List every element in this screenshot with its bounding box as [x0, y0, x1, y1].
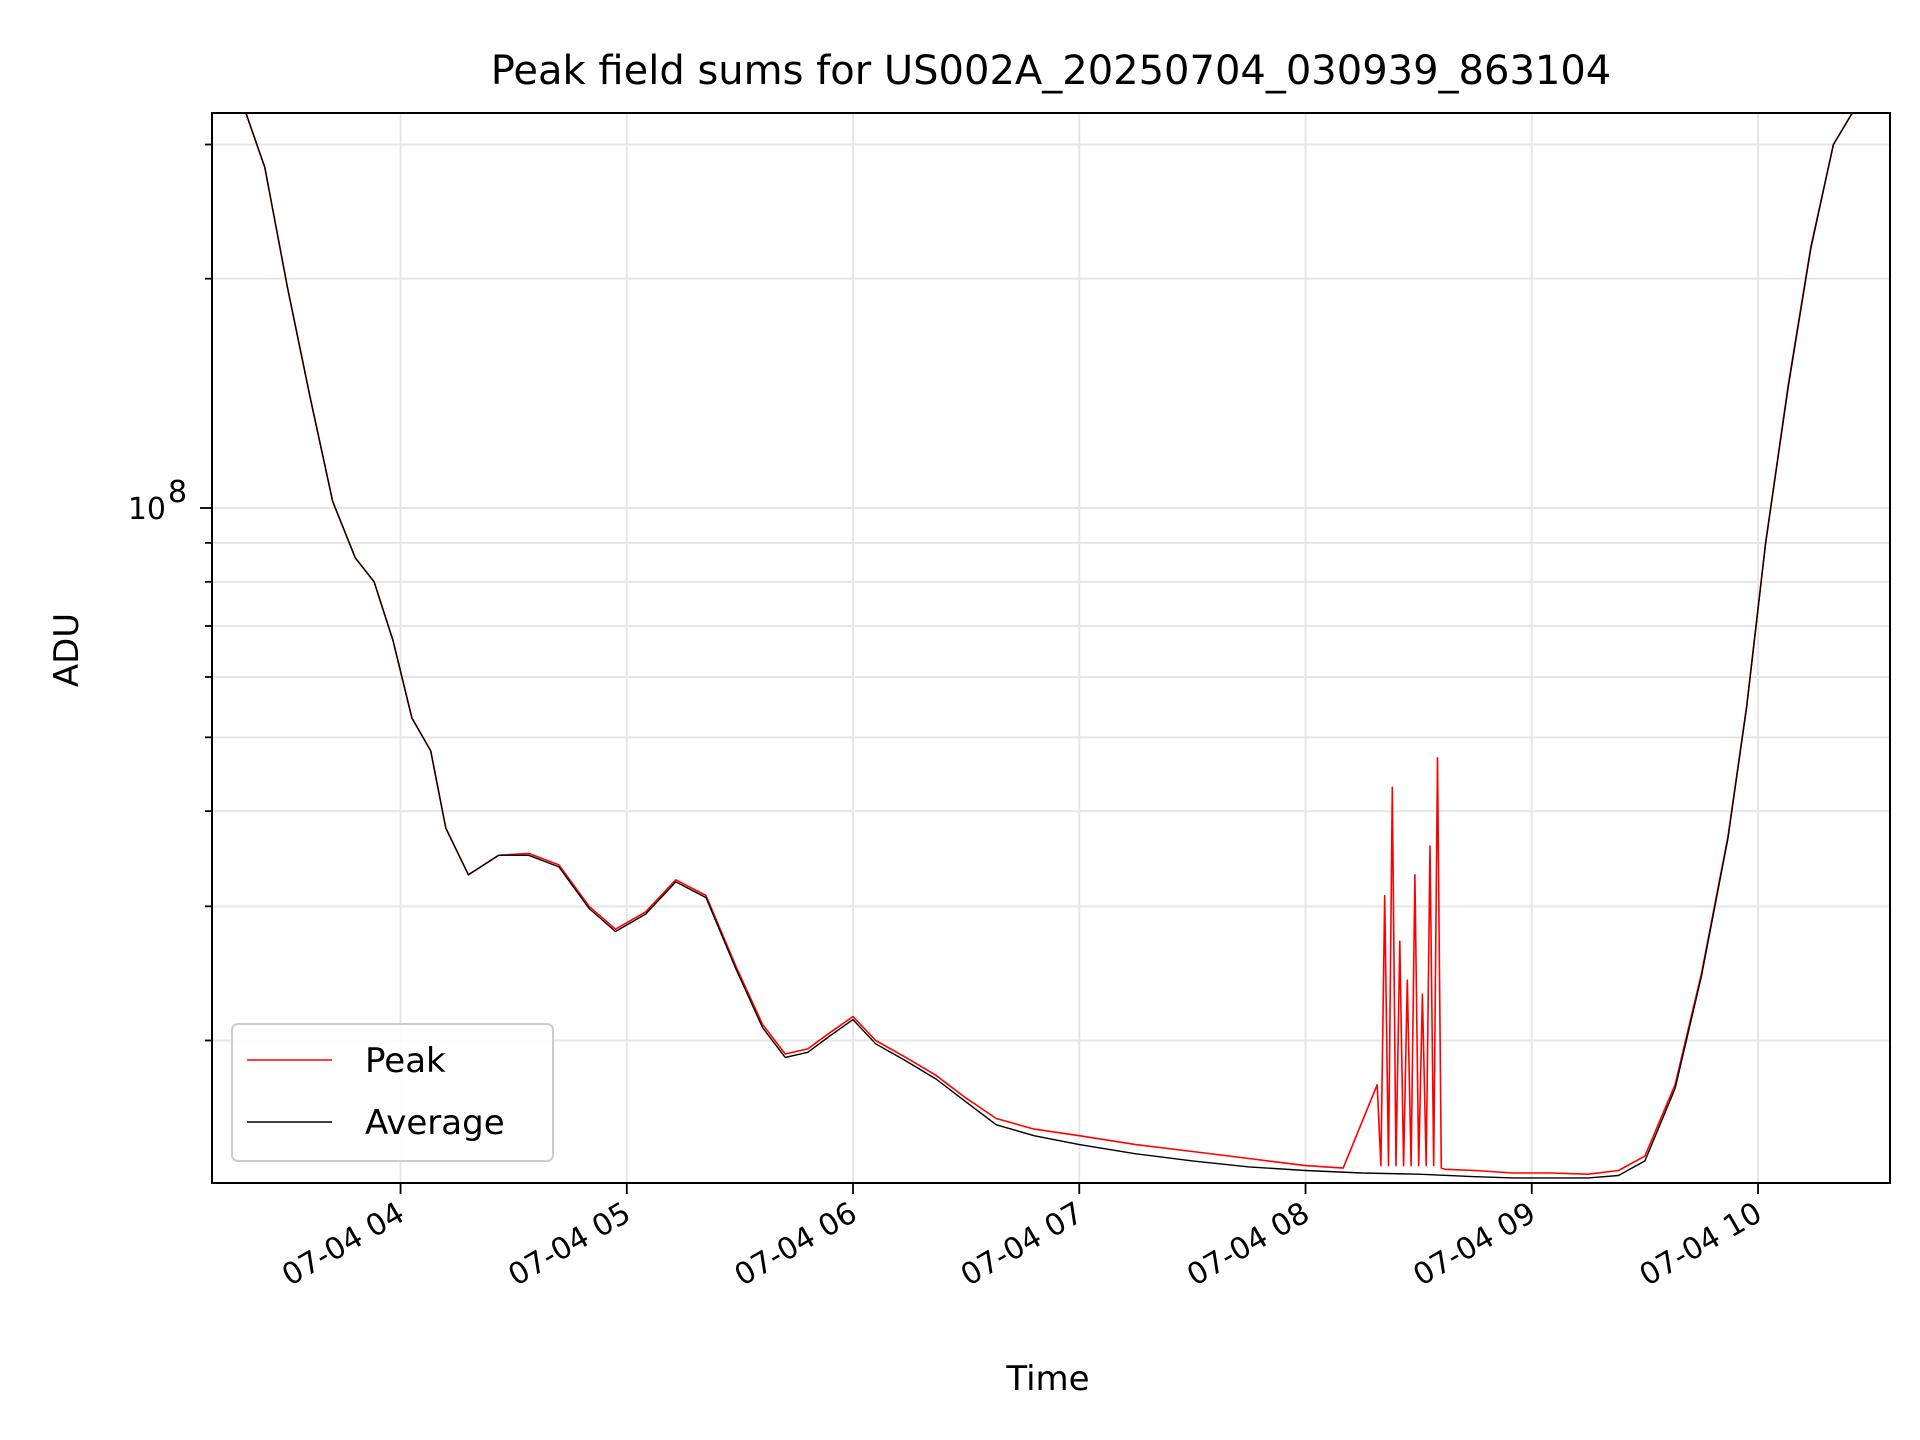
y-tick-label-base: 10: [128, 492, 166, 527]
plot-frame: [211, 112, 1891, 1184]
legend: Peak Average: [231, 1023, 554, 1162]
grid: [212, 113, 1890, 1183]
y-axis-label: ADU: [47, 613, 87, 687]
y-tick-label-exponent: 8: [168, 475, 187, 510]
plot-series: [245, 113, 1853, 1179]
x-axis-label: Time: [1005, 1359, 1089, 1399]
legend-label-average: Average: [365, 1103, 505, 1143]
series-line-average: [245, 113, 1853, 1179]
legend-label-peak: Peak: [365, 1041, 446, 1081]
legend-box: [231, 1023, 554, 1162]
chart-title: Peak field sums for US002A_20250704_0309…: [491, 48, 1612, 94]
